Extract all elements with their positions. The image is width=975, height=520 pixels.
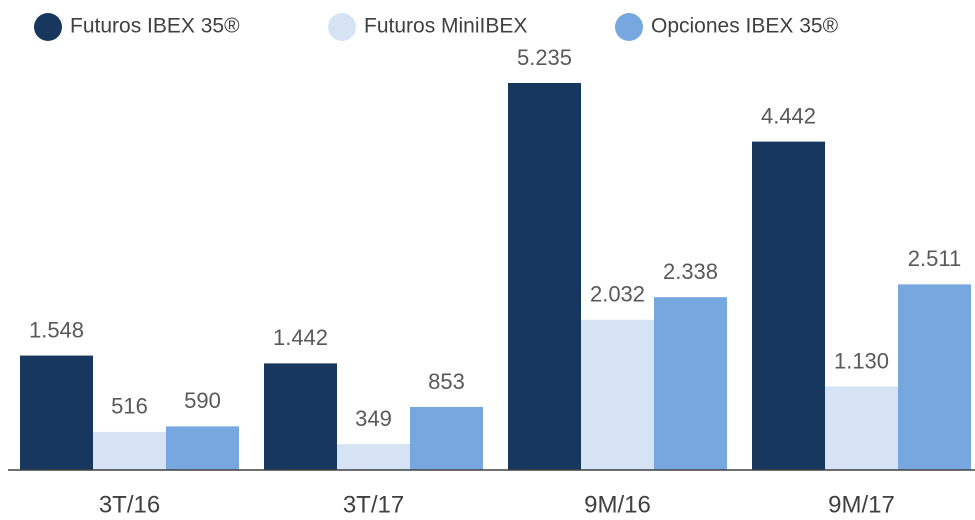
bar — [337, 444, 410, 470]
x-tick-label: 3T/17 — [343, 491, 404, 518]
bar — [898, 284, 971, 470]
x-tick-label: 3T/16 — [99, 491, 160, 518]
data-label: 590 — [184, 388, 221, 413]
data-label: 1.442 — [273, 325, 328, 350]
data-label: 2.338 — [663, 259, 718, 284]
x-tick-label: 9M/17 — [828, 491, 895, 518]
bar — [264, 363, 337, 470]
bar — [825, 386, 898, 470]
x-tick-label: 9M/16 — [584, 491, 651, 518]
data-label: 516 — [111, 394, 148, 419]
legend-label: Futuros IBEX 35® — [70, 15, 240, 38]
legend-swatch — [34, 13, 62, 41]
legend-label: Futuros MiniIBEX — [364, 15, 527, 38]
data-label: 853 — [428, 369, 465, 394]
legend-label: Opciones IBEX 35® — [651, 15, 839, 38]
data-label: 349 — [355, 406, 392, 431]
data-label: 1.130 — [834, 348, 889, 373]
bar — [20, 355, 93, 470]
legend-swatch — [328, 13, 356, 41]
bar — [508, 83, 581, 470]
legend-swatch — [615, 13, 643, 41]
bar — [166, 426, 239, 470]
data-label: 2.511 — [908, 246, 961, 271]
bar — [93, 431, 166, 470]
data-label: 1.548 — [29, 317, 84, 342]
bar — [752, 141, 825, 470]
data-label: 2.032 — [590, 282, 645, 307]
bar — [581, 319, 654, 470]
bar — [654, 297, 727, 470]
data-label: 5.235 — [517, 45, 572, 70]
bar — [410, 406, 483, 470]
data-label: 4.442 — [761, 103, 816, 128]
